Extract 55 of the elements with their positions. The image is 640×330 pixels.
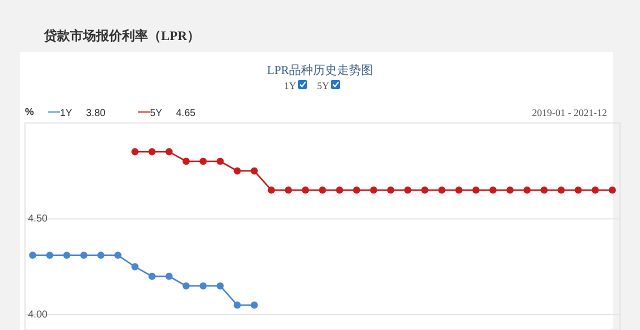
point [165,148,173,156]
point [574,186,582,194]
point [506,186,514,194]
point [472,186,480,194]
point [302,186,310,194]
point [455,186,462,194]
point [182,282,190,290]
point [165,272,173,280]
legend-label: 1Y [60,108,73,119]
point [148,148,156,156]
y-tick-label: 4.00 [28,309,48,320]
point [404,186,412,194]
text: 5Y [317,81,330,92]
point [114,252,122,259]
text: 4.65 [176,108,196,119]
point [29,252,36,259]
point [524,186,531,194]
point [80,252,88,259]
point [97,252,104,259]
point [353,186,360,194]
point [336,186,344,194]
point [200,282,207,290]
point [234,167,241,174]
point [284,186,292,194]
point [216,158,224,165]
point [250,302,258,309]
legend-label: 5Y [150,108,163,119]
text: 1Y [284,81,296,92]
point [370,186,378,194]
y-axis-title: % [25,107,34,118]
point [131,148,139,156]
point [540,186,548,194]
point [387,186,394,194]
text: 2019-01 - 2021-12 [532,108,607,119]
point [148,272,156,280]
point [438,186,446,194]
text: 3.80 [86,108,106,119]
chart-title: 贷款市场报价利率（LPR） [43,28,200,43]
point [200,158,207,165]
point [131,263,139,270]
point [421,186,428,194]
point [608,186,616,194]
y-tick-label: 4.50 [28,213,48,224]
point [46,252,54,259]
point [592,186,599,194]
point [489,186,497,194]
point [318,186,326,194]
chart-subtitle: LPR品种历史走势图 [266,63,374,77]
point [216,282,224,290]
point [182,158,190,165]
point [250,167,258,174]
point [63,252,70,259]
point [234,302,241,309]
point [268,186,275,194]
point [558,186,565,194]
